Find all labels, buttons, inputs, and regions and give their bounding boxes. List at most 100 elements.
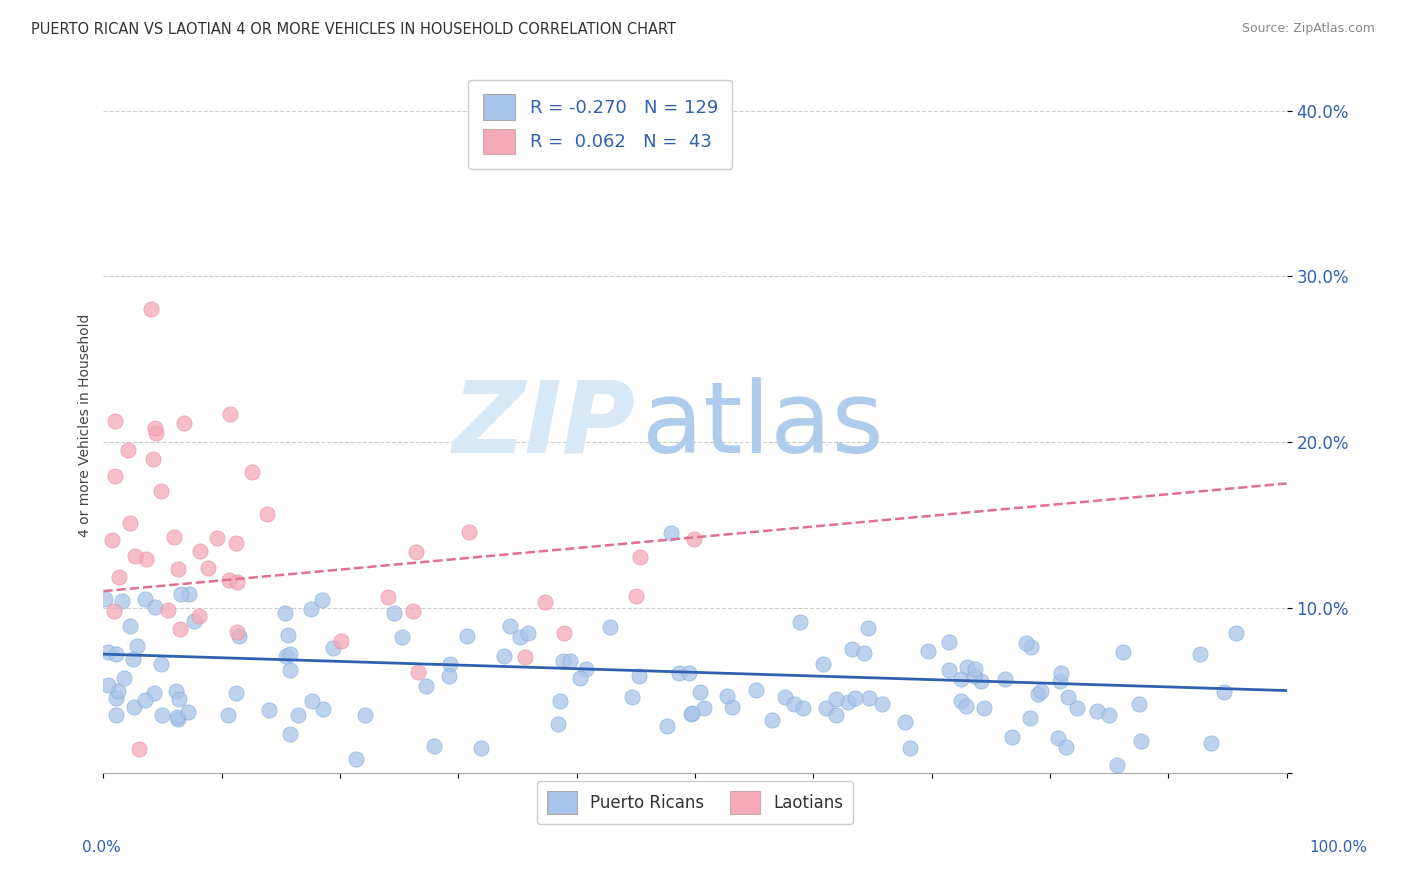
Point — [101, 533, 124, 547]
Point — [1107, 758, 1129, 772]
Point — [219, 407, 242, 421]
Point — [1085, 704, 1108, 718]
Point — [1054, 739, 1077, 754]
Point — [628, 549, 651, 564]
Point — [108, 570, 131, 584]
Point — [1098, 708, 1121, 723]
Point — [165, 683, 187, 698]
Point — [423, 739, 446, 753]
Point — [1019, 640, 1042, 655]
Point — [167, 562, 190, 576]
Point — [402, 604, 425, 618]
Text: PUERTO RICAN VS LAOTIAN 4 OR MORE VEHICLES IN HOUSEHOLD CORRELATION CHART: PUERTO RICAN VS LAOTIAN 4 OR MORE VEHICL… — [31, 22, 676, 37]
Point — [104, 469, 127, 483]
Point — [311, 592, 333, 607]
Point — [142, 686, 165, 700]
Point — [681, 707, 703, 722]
Point — [553, 625, 575, 640]
Point — [744, 683, 766, 698]
Point — [498, 619, 520, 633]
Point — [329, 634, 352, 648]
Point — [693, 701, 716, 715]
Point — [814, 701, 837, 715]
Point — [599, 620, 621, 634]
Point — [841, 642, 863, 657]
Point — [1130, 734, 1153, 748]
Text: Source: ZipAtlas.com: Source: ZipAtlas.com — [1241, 22, 1375, 36]
Point — [377, 591, 399, 605]
Point — [1001, 730, 1024, 744]
Point — [628, 669, 651, 683]
Point — [456, 629, 478, 643]
Point — [938, 634, 960, 648]
Point — [963, 663, 986, 677]
Point — [655, 719, 678, 733]
Point — [825, 708, 848, 723]
Point — [134, 592, 156, 607]
Point — [176, 706, 198, 720]
Point — [107, 684, 129, 698]
Point — [1128, 697, 1150, 711]
Point — [844, 691, 866, 706]
Point — [183, 615, 205, 629]
Legend: Puerto Ricans, Laotians: Puerto Ricans, Laotians — [537, 780, 853, 824]
Point — [1026, 687, 1049, 701]
Point — [167, 712, 190, 726]
Point — [1066, 700, 1088, 714]
Point — [569, 671, 592, 685]
Point — [811, 657, 834, 672]
Point — [1057, 690, 1080, 704]
Point — [112, 671, 135, 685]
Point — [870, 697, 893, 711]
Text: 100.0%: 100.0% — [1309, 839, 1368, 855]
Point — [837, 695, 859, 709]
Point — [391, 630, 413, 644]
Point — [278, 647, 301, 661]
Point — [127, 639, 149, 653]
Point — [134, 693, 156, 707]
Point — [792, 701, 814, 715]
Point — [1225, 626, 1247, 640]
Point — [104, 414, 127, 428]
Point — [156, 602, 179, 616]
Point — [301, 694, 323, 708]
Point — [117, 442, 139, 457]
Point — [105, 708, 128, 723]
Point — [139, 302, 162, 317]
Point — [789, 615, 811, 629]
Point — [124, 549, 146, 563]
Point — [322, 640, 344, 655]
Point — [354, 707, 377, 722]
Point — [783, 697, 806, 711]
Point — [437, 669, 460, 683]
Point — [956, 660, 979, 674]
Point — [121, 652, 143, 666]
Point — [681, 706, 703, 720]
Point — [457, 525, 479, 540]
Point — [274, 606, 297, 620]
Point — [169, 622, 191, 636]
Point — [949, 694, 972, 708]
Text: 0.0%: 0.0% — [82, 839, 121, 855]
Point — [173, 416, 195, 430]
Point — [167, 692, 190, 706]
Point — [621, 690, 644, 704]
Point — [659, 526, 682, 541]
Point — [1015, 636, 1038, 650]
Point — [225, 536, 247, 550]
Point — [950, 672, 973, 686]
Point — [970, 673, 993, 688]
Point — [207, 531, 229, 545]
Point — [188, 608, 211, 623]
Point — [1112, 645, 1135, 659]
Point — [534, 595, 557, 609]
Point — [517, 626, 540, 640]
Point — [492, 649, 515, 664]
Point — [668, 665, 690, 680]
Text: atlas: atlas — [641, 377, 883, 474]
Point — [94, 591, 117, 606]
Point — [716, 689, 738, 703]
Point — [177, 587, 200, 601]
Point — [509, 630, 531, 644]
Point — [825, 692, 848, 706]
